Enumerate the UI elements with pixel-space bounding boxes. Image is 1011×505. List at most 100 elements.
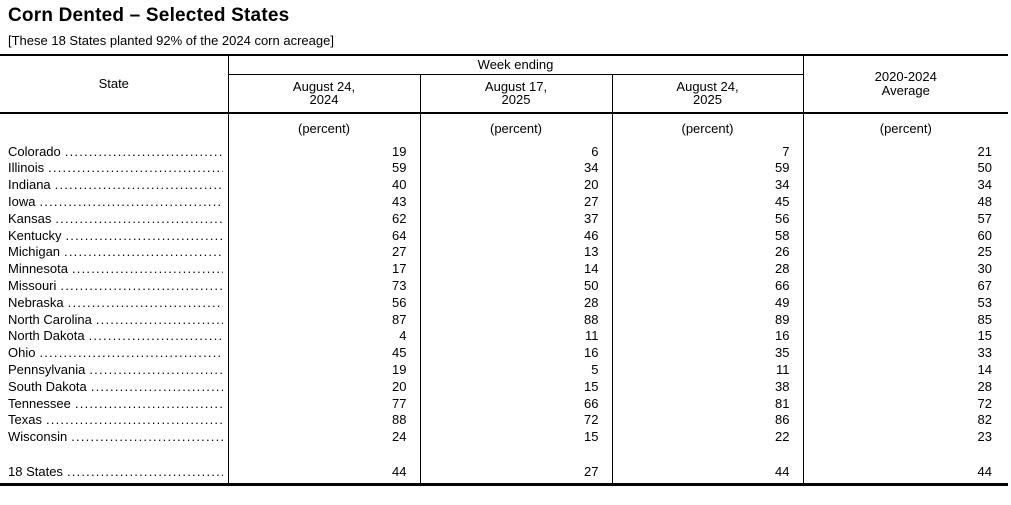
table-row: Colorado 19 6 7 21 [0,143,1008,160]
state-name: Kentucky [8,228,62,243]
dot-leader [65,229,222,243]
value-cell: 28 [612,260,804,278]
state-cell: Tennessee [0,394,229,412]
date1-line2: 2024 [309,92,339,108]
value-cell: 7 [612,143,804,160]
value-cell: 11 [420,327,613,345]
value-cell: 6 [420,143,613,160]
table-row: Indiana 40 20 34 34 [0,176,1008,194]
table-row: Iowa 43 27 45 48 [0,193,1008,211]
value-cell: 50 [420,277,613,295]
value-cell: 34 [420,159,613,177]
table-row: Pennsylvania 19 5 11 14 [0,361,1008,379]
value-cell: 46 [420,226,613,244]
table-row: North Dakota 4 11 16 15 [0,327,1008,345]
value-cell: 38 [612,378,804,395]
value-cell: 67 [977,277,993,293]
page-title: Corn Dented – Selected States [8,5,290,26]
unit-cell-2: (percent) [420,113,613,143]
state-cell: Pennsylvania [0,361,229,379]
table-row: Illinois 59 34 59 50 [0,159,1008,177]
value-cell: 87 [228,310,421,328]
value-cell: 88 [228,411,421,429]
table-row: Wisconsin 24 15 22 23 [0,428,1008,446]
state-cell: Minnesota [0,260,229,278]
dot-leader [68,296,223,310]
state-name: Iowa [8,194,36,209]
value-cell: 49 [612,294,804,311]
table-row: Kentucky 64 46 58 60 [0,226,1008,244]
total-value-cell: 44 [977,464,993,480]
value-cell: 53 [977,294,993,310]
state-cell: Texas [0,411,229,429]
state-cell: South Dakota [0,378,229,395]
value-cell: 40 [228,176,421,194]
dot-leader [67,465,223,479]
total-value-cell: 27 [420,461,613,485]
state-name: Ohio [8,346,36,360]
unit-cell-1: (percent) [228,113,421,143]
value-cell: 22 [612,428,804,446]
state-name: Colorado [8,144,61,159]
value-cell: 64 [228,226,421,244]
value-cell: 72 [420,411,613,429]
value-cell: 60 [977,227,993,243]
unit-cell-4: (percent) [879,120,932,136]
state-cell: Indiana [0,176,229,194]
date-column-header-1: August 24, 2024 [228,74,421,114]
value-cell: 14 [420,260,613,278]
total-state-cell: 18 States [0,461,229,485]
value-cell: 28 [977,378,993,394]
state-column-header: State [0,55,229,114]
total-value-cell: 44 [612,461,804,485]
state-cell: Illinois [0,159,229,177]
table-row: South Dakota 20 15 38 28 [0,378,1008,395]
table-row: Missouri 73 50 66 67 [0,277,1008,295]
dot-leader [39,346,222,360]
value-cell: 59 [612,159,804,177]
value-cell: 56 [612,210,804,227]
value-cell: 72 [977,395,993,411]
dot-leader [75,397,223,411]
page-subtitle: [These 18 States planted 92% of the 2024… [8,33,334,48]
dot-leader [55,212,222,226]
table-row: Kansas 62 37 56 57 [0,210,1008,227]
unit-row: (percent) (percent) (percent) (percent) [0,113,1008,143]
value-cell: 56 [228,294,421,311]
spacer-row [0,445,1008,462]
state-name: Illinois [8,161,45,176]
dot-leader [64,245,222,259]
unit-cell-3: (percent) [612,113,804,143]
week-ending-header: Week ending [228,55,804,75]
value-cell: 35 [612,344,804,362]
value-cell: 37 [420,210,613,227]
state-name: North Dakota [8,329,85,343]
state-cell: Kentucky [0,226,229,244]
state-cell: North Dakota [0,327,229,345]
average-header-line1: 2020-2024 [874,69,937,85]
dot-leader [60,279,222,293]
state-name: Michigan [8,245,61,259]
value-cell: 15 [977,328,993,344]
value-cell: 14 [977,361,993,377]
dot-leader [55,178,223,192]
state-cell: Michigan [0,243,229,261]
average-header-line2: Average [881,83,930,98]
total-row: 18 States 44 27 44 44 [0,461,1008,485]
value-cell: 27 [420,193,613,211]
value-cell: 48 [977,193,993,209]
value-cell: 45 [612,193,804,211]
table-row: Tennessee 77 66 81 72 [0,394,1008,412]
date1-line1: August 24, [292,78,356,94]
state-cell: North Carolina [0,310,229,328]
value-cell: 24 [228,428,421,446]
value-cell: 28 [420,294,613,311]
dot-leader [39,195,222,209]
value-cell: 57 [977,210,993,226]
dot-leader [91,380,223,394]
date-column-header-3: August 24, 2025 [612,74,804,114]
value-cell: 19 [228,361,421,379]
value-cell: 43 [228,193,421,211]
state-cell: Iowa [0,193,229,211]
total-value-cell: 44 [228,461,421,485]
